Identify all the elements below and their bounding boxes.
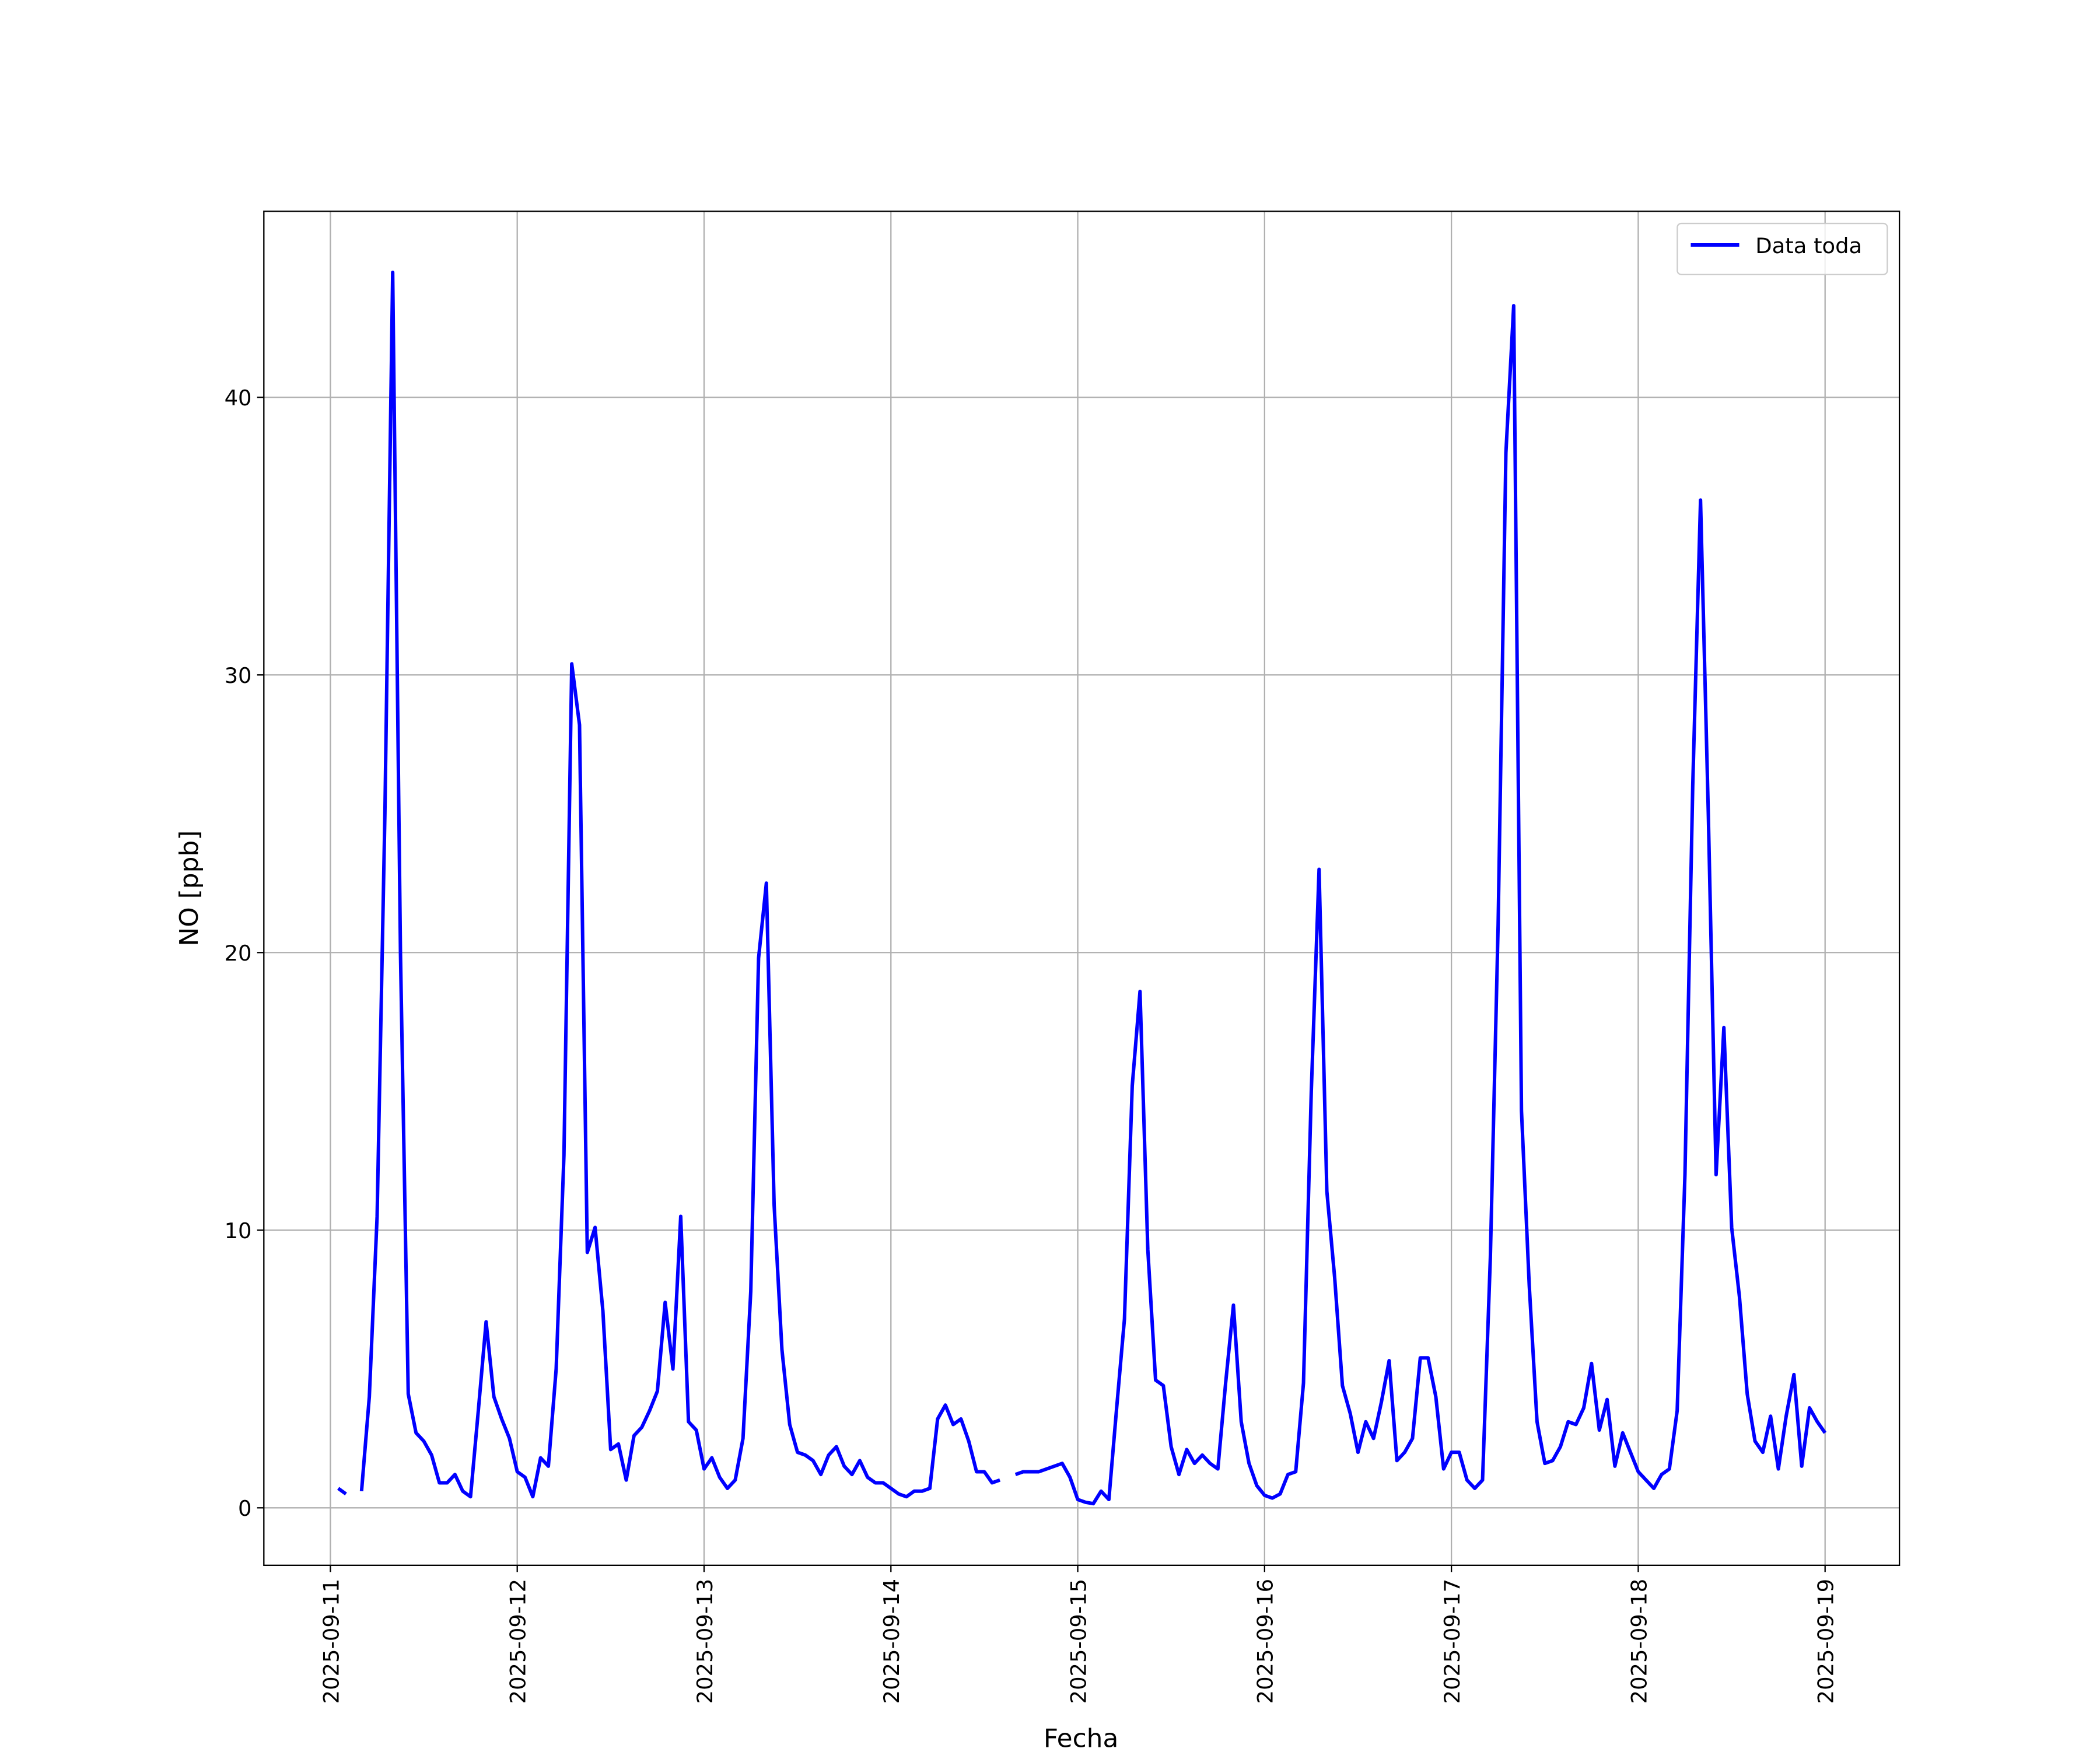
x-tick-label: 2025-09-13 xyxy=(692,1579,718,1704)
x-tick-label: 2025-09-14 xyxy=(879,1579,904,1704)
x-tick-label: 2025-09-17 xyxy=(1440,1579,1465,1704)
x-tick-label: 2025-09-11 xyxy=(318,1579,344,1704)
y-tick-label: 10 xyxy=(225,1218,252,1243)
x-axis-label: Fecha xyxy=(1044,1723,1119,1750)
x-tick-label: 2025-09-19 xyxy=(1814,1579,1839,1704)
x-tick-label: 2025-09-15 xyxy=(1066,1579,1091,1704)
legend-label: Data toda xyxy=(1755,233,1862,258)
y-tick-label: 0 xyxy=(238,1496,251,1521)
x-tick-label: 2025-09-18 xyxy=(1626,1579,1651,1704)
y-axis-label: NO [ppb] xyxy=(174,831,204,947)
x-tick-label: 2025-09-16 xyxy=(1253,1579,1278,1704)
legend: Data toda xyxy=(1676,222,1888,275)
x-tick-label: 2025-09-12 xyxy=(506,1579,531,1704)
y-tick-label: 30 xyxy=(225,663,252,688)
data-line xyxy=(337,271,1827,1506)
legend-box xyxy=(1676,222,1888,275)
axes-frame xyxy=(263,211,1901,1566)
grid xyxy=(264,211,1900,1565)
y-tick-label: 20 xyxy=(225,941,252,966)
plot-area xyxy=(337,271,1827,1506)
y-tick-label: 40 xyxy=(225,386,252,411)
